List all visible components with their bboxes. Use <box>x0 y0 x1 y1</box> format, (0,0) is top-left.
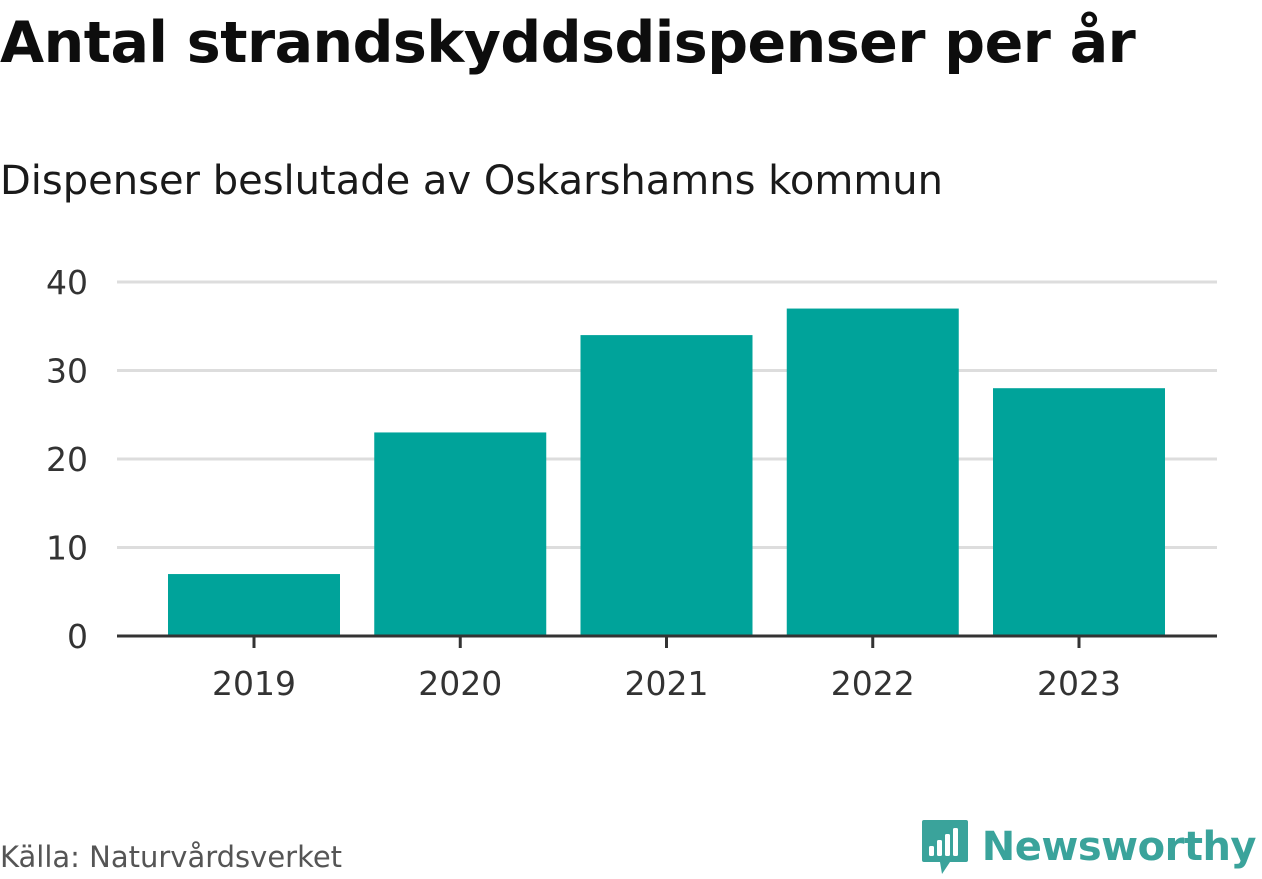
bar-2023 <box>993 388 1165 636</box>
x-tick-label: 2019 <box>212 664 296 703</box>
bar-2022 <box>786 308 959 636</box>
chart-title: Antal strandskyddsdispenser per år <box>0 10 1136 76</box>
bar-2019 <box>168 574 340 636</box>
y-tick-label: 10 <box>46 529 88 568</box>
x-tick-label: 2020 <box>418 664 502 703</box>
bars <box>168 308 1165 636</box>
x-tick-label: 2021 <box>625 664 709 703</box>
bar-chart-badge-icon <box>921 820 968 874</box>
source-note: Källa: Naturvårdsverket <box>0 840 343 874</box>
y-tick-label: 20 <box>46 440 88 479</box>
bar-2021 <box>580 335 753 636</box>
x-tick-label: 2022 <box>831 664 915 703</box>
y-tick-label: 0 <box>67 617 88 656</box>
axes: 0 10 20 30 40 2019 2020 2021 2022 2023 <box>46 263 1217 703</box>
brand-logo: Newsworthy <box>920 818 1257 876</box>
y-tick-label: 30 <box>46 352 88 391</box>
x-tick-label: 2023 <box>1037 664 1121 703</box>
bar-2020 <box>374 432 547 636</box>
y-tick-label: 40 <box>46 263 88 302</box>
chart-subtitle: Dispenser beslutade av Oskarshamns kommu… <box>0 158 943 204</box>
brand-name: Newsworthy <box>981 824 1257 870</box>
